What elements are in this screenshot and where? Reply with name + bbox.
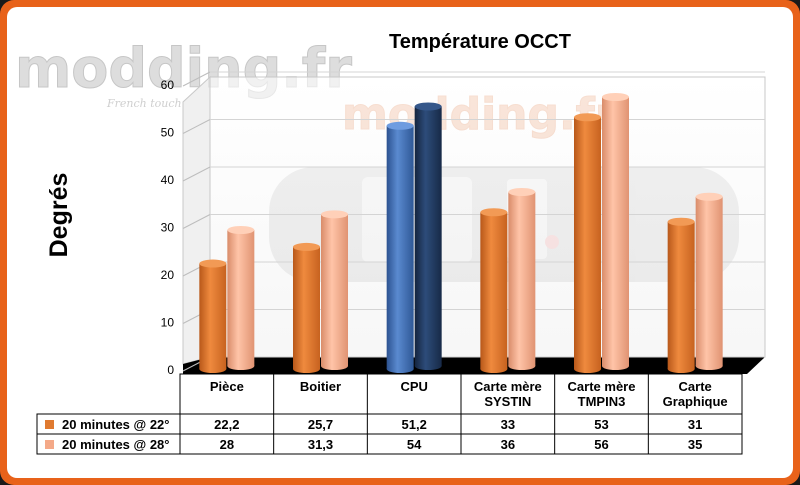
bar-cap	[695, 192, 723, 201]
bar	[293, 242, 320, 373]
data-label: 35	[688, 437, 702, 452]
bar-cap	[414, 102, 442, 111]
data-label: 56	[594, 437, 608, 452]
bar-base	[508, 362, 536, 370]
category-label: TMPIN3	[578, 394, 626, 409]
bar-base	[602, 362, 629, 370]
data-label: 28	[220, 437, 234, 452]
y-axis-ticks: 0 10 20 30 40 50 60	[161, 78, 175, 377]
category-label: Pièce	[210, 379, 244, 394]
y-axis-label: Degrés	[45, 173, 73, 258]
y-tick-label: 60	[161, 78, 175, 92]
bar	[508, 188, 536, 370]
category-label: CPU	[400, 379, 427, 394]
bar	[386, 121, 414, 373]
watermark-brand: modding.fr	[15, 37, 352, 100]
bar-body	[508, 192, 536, 366]
category-label: Carte mère	[568, 379, 636, 394]
legend-key	[45, 420, 54, 429]
bar-body	[602, 97, 629, 366]
y-tick-label: 30	[161, 221, 175, 235]
bar-body	[695, 196, 723, 366]
bar	[574, 113, 601, 373]
y-tick-label: 50	[161, 126, 175, 140]
category-label: Graphique	[663, 394, 728, 409]
bar	[321, 210, 348, 370]
data-label: 31	[688, 417, 702, 432]
data-label: 36	[501, 437, 515, 452]
bar-base	[227, 362, 255, 370]
category-label: Carte mère	[474, 379, 542, 394]
bar-base	[414, 362, 442, 370]
bars	[199, 93, 723, 373]
bar-base	[667, 365, 695, 373]
bar-body	[321, 214, 348, 366]
gridline-side	[182, 166, 211, 182]
bar-cap	[480, 208, 508, 217]
data-label: 33	[501, 417, 515, 432]
bar-body	[480, 212, 508, 369]
bar-cap	[574, 113, 601, 122]
legend-label: 20 minutes @ 28°	[62, 437, 169, 452]
bar-base	[199, 365, 227, 373]
gridline-side	[182, 119, 211, 134]
y-tick-label: 10	[161, 316, 175, 330]
category-label: Carte	[679, 379, 712, 394]
data-label: 53	[594, 417, 608, 432]
bar-body	[574, 117, 601, 369]
bar	[227, 226, 255, 370]
bar-base	[321, 362, 348, 370]
bar-cap	[199, 259, 227, 268]
bar-base	[293, 365, 320, 373]
bar-body	[667, 221, 695, 369]
gridline-side	[182, 71, 211, 87]
y-tick-label: 20	[161, 268, 175, 282]
bar	[602, 93, 629, 370]
data-label: 25,7	[308, 417, 333, 432]
bar-base	[386, 365, 414, 373]
bar-body	[227, 230, 255, 366]
bar-cap	[321, 210, 348, 219]
category-label: Boitier	[300, 379, 341, 394]
legend-label: 20 minutes @ 22°	[62, 417, 169, 432]
category-label: SYSTIN	[484, 394, 531, 409]
legend-key	[45, 440, 54, 449]
data-label: 31,3	[308, 437, 333, 452]
bar-body	[386, 125, 414, 369]
bar-base	[695, 362, 723, 370]
y-tick-label: 40	[161, 173, 175, 187]
bar	[199, 259, 227, 373]
bar-cap	[602, 93, 629, 101]
bar-base	[574, 365, 601, 373]
bar-body	[199, 263, 227, 369]
bar-cap	[227, 226, 255, 234]
data-label: 54	[407, 437, 422, 452]
bar-chart: modding.fr French touch modding.fr Tempé…	[15, 31, 766, 455]
bar-body	[414, 106, 442, 366]
watermark-tagline: French touch	[106, 97, 182, 110]
gridline-side	[182, 214, 211, 229]
bar	[667, 217, 695, 373]
bar	[480, 208, 508, 373]
bar-cap	[386, 121, 414, 130]
bar-cap	[293, 242, 320, 251]
bar	[414, 102, 442, 370]
bar-body	[293, 246, 320, 369]
bar	[695, 192, 723, 370]
data-label: 51,2	[402, 417, 427, 432]
data-label: 22,2	[214, 417, 239, 432]
chart-panel: modding.fr French touch modding.fr Tempé…	[7, 7, 793, 478]
y-tick-label: 0	[167, 363, 174, 377]
bar-cap	[667, 217, 695, 226]
bar-cap	[508, 188, 536, 196]
bar-base	[480, 365, 508, 373]
chart-title: Température OCCT	[389, 31, 571, 53]
